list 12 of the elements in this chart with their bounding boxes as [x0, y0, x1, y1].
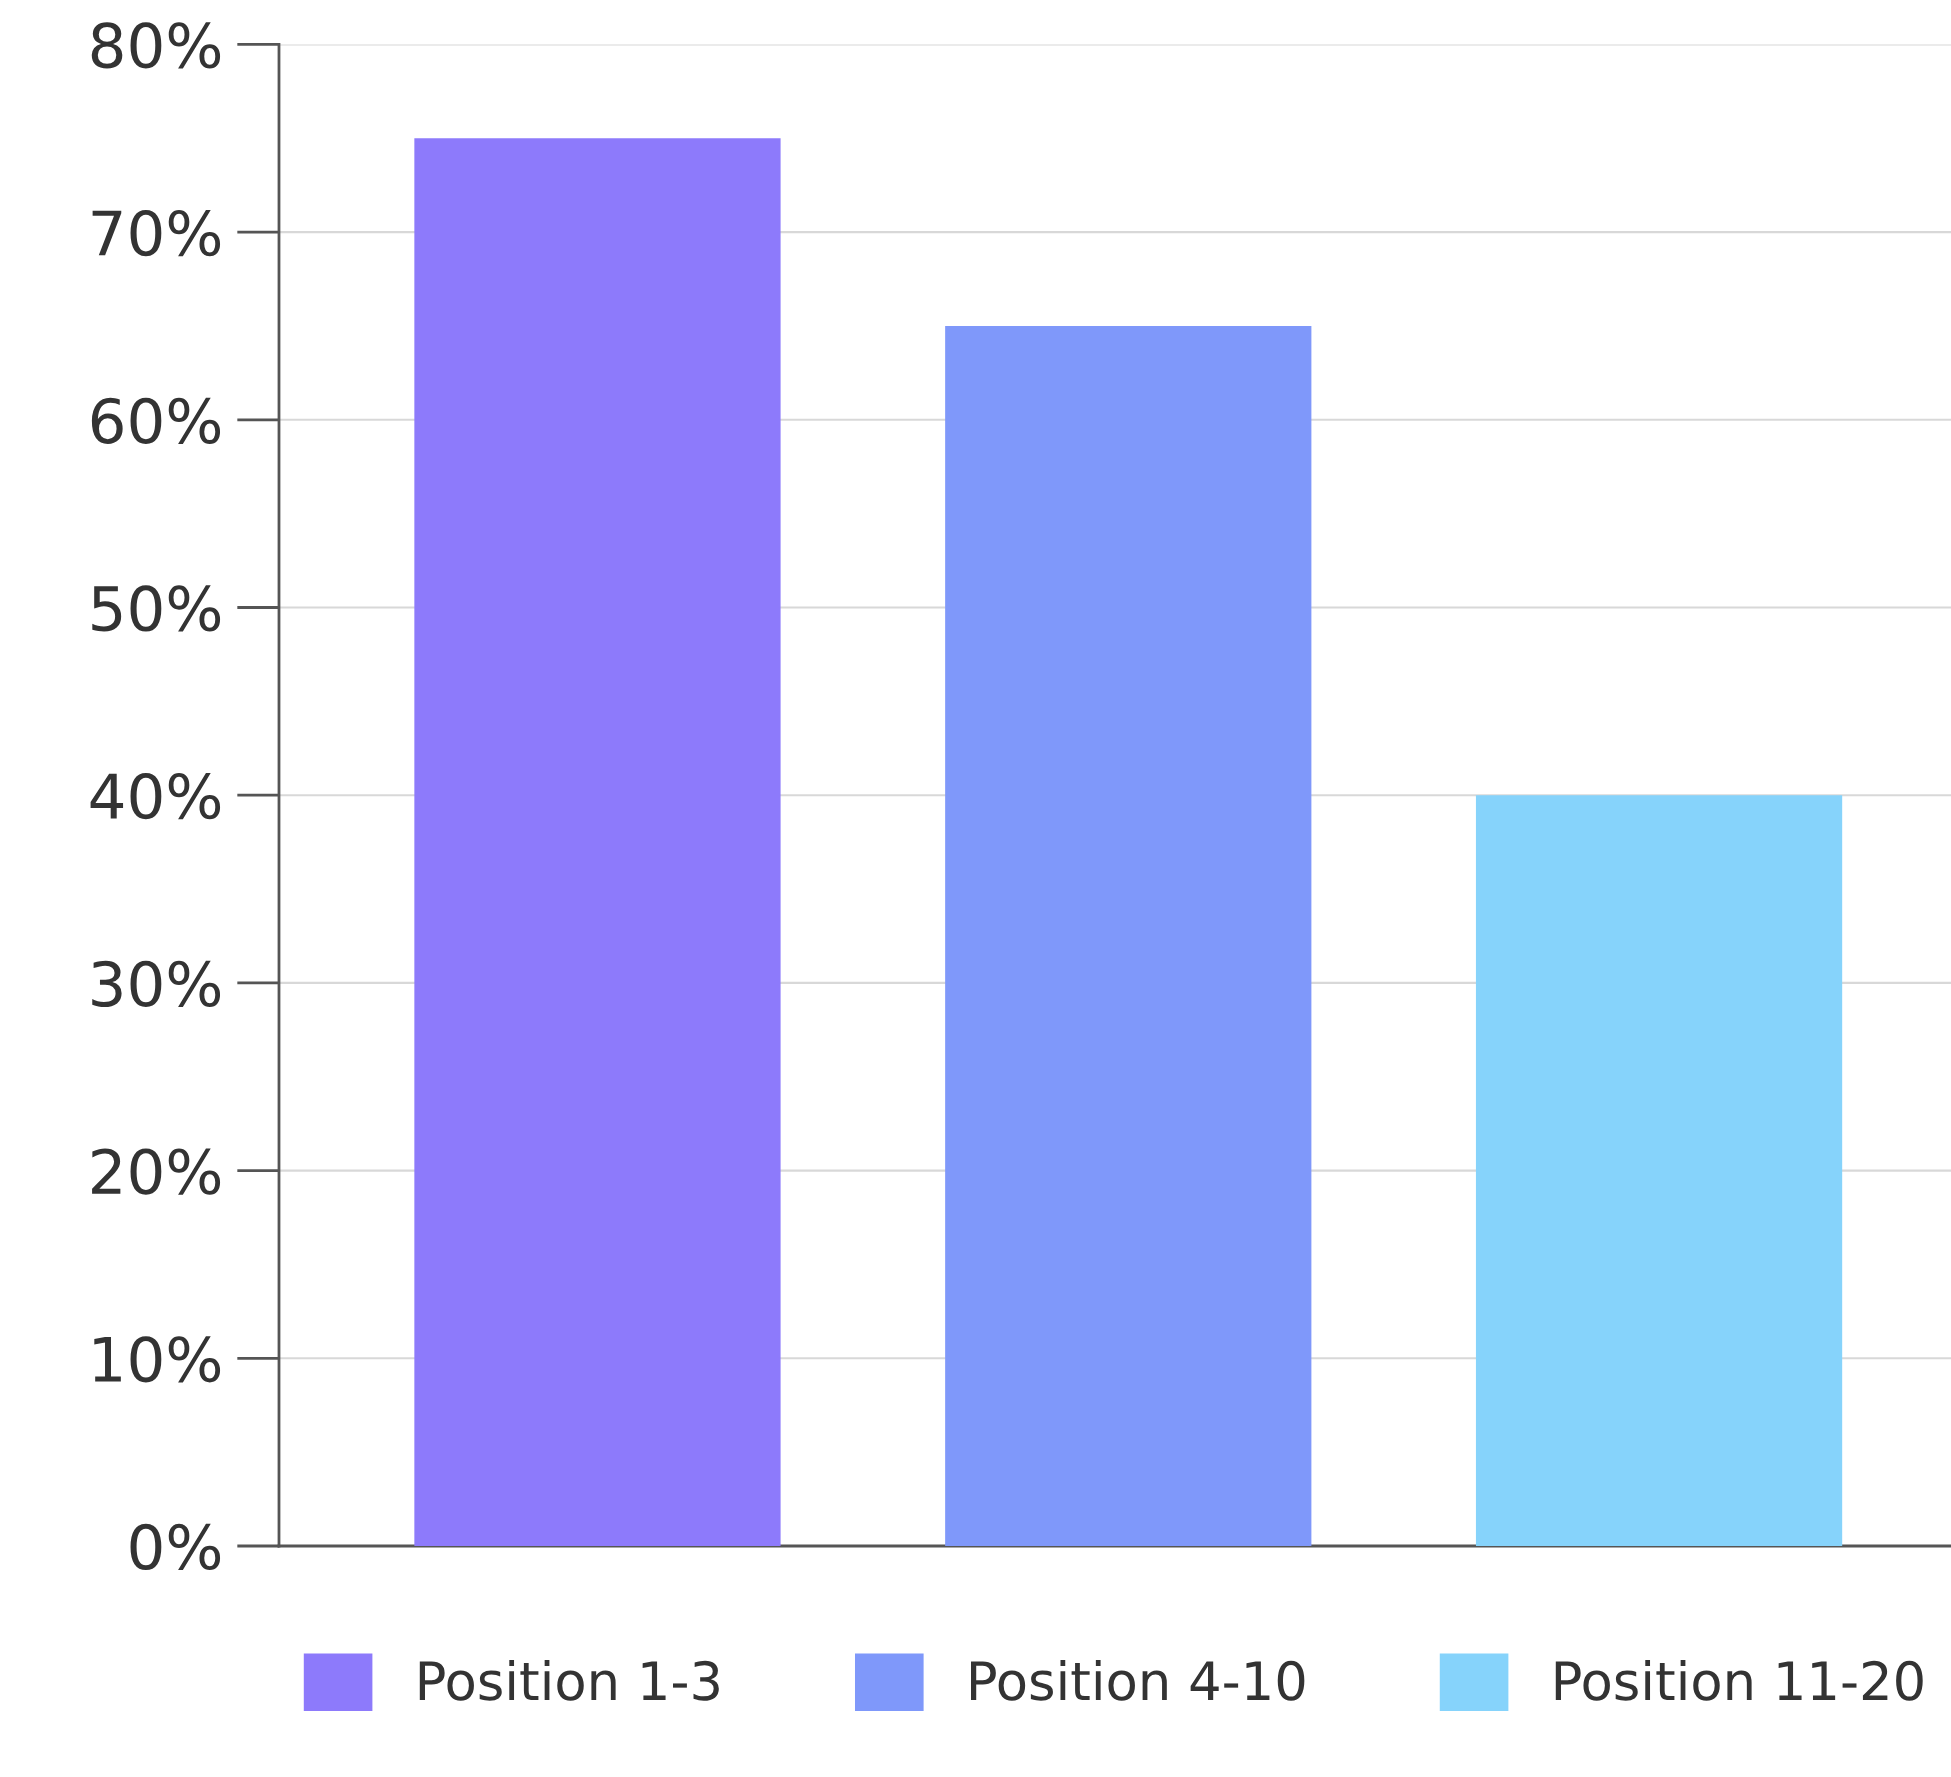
y-tick-label: 70%: [92, 209, 221, 257]
y-tick-label: 30%: [92, 960, 221, 1007]
y-tick-label: 60%: [91, 397, 221, 444]
y-tick-label: 10%: [94, 1336, 221, 1383]
y-tick-label: 20%: [92, 1148, 221, 1195]
y-tick-label: 0%: [130, 1523, 221, 1571]
legend-label: Position 11-20: [1555, 1659, 1923, 1701]
legend-label: Position 1-3: [419, 1659, 719, 1701]
y-tick-label: 50%: [92, 585, 221, 632]
y-tick-label: 40%: [90, 773, 221, 820]
legend-label: Position 4-10: [971, 1659, 1305, 1701]
y-tick-label: 80%: [91, 22, 221, 69]
